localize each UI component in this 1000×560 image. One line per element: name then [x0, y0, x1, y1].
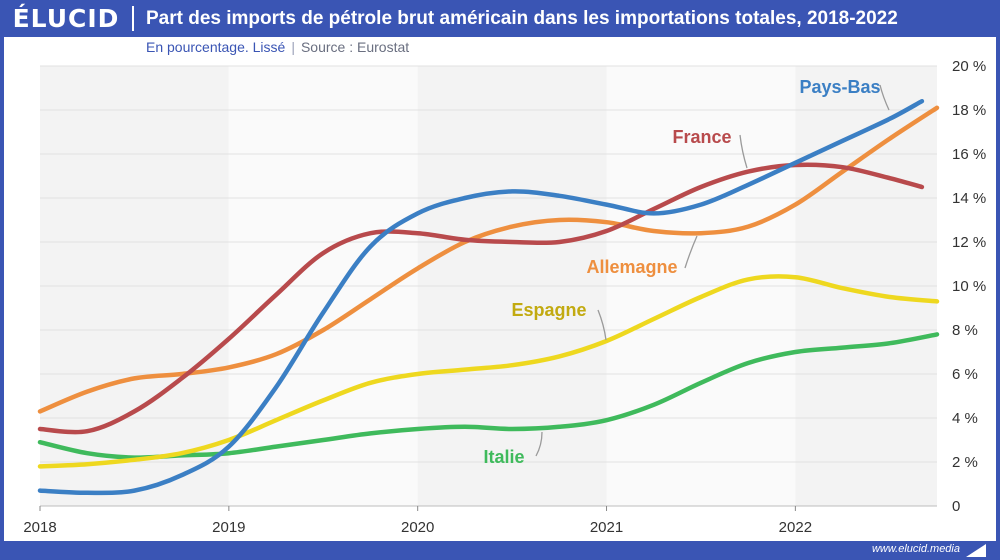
series-line-pays-bas: [37, 98, 925, 496]
elucid-logo[interactable]: ÉLUCID: [12, 4, 120, 33]
series-line-italie: [37, 332, 940, 460]
series-line-espagne: [37, 274, 940, 469]
x-tick-label: 2021: [590, 519, 623, 536]
brand-triangle-icon: [966, 544, 986, 557]
subtitle-separator: |: [291, 39, 295, 55]
website-link[interactable]: www.elucid.media: [871, 543, 960, 555]
leader-line-espagne: [597, 309, 607, 341]
frame-left: [0, 0, 4, 560]
x-tick-label: 2019: [212, 519, 245, 536]
y-tick-label: 2 %: [952, 454, 978, 471]
y-tick-label: 10 %: [952, 278, 986, 295]
y-tick-label: 4 %: [952, 410, 978, 427]
footer-bar: www.elucid.media: [0, 541, 1000, 560]
x-tick-label: 2018: [23, 519, 56, 536]
leader-line-pays-bas: [879, 84, 890, 111]
series-label-italie: Italie: [483, 447, 524, 467]
y-tick-label: 6 %: [952, 366, 978, 383]
x-tick-label: 2022: [779, 519, 812, 536]
series-label-france: France: [672, 127, 731, 147]
series-lines: [37, 98, 940, 496]
y-tick-label: 14 %: [952, 190, 986, 207]
chart-title: Part des imports de pétrole brut américa…: [146, 8, 898, 29]
y-tick-label: 12 %: [952, 234, 986, 251]
y-tick-label: 8 %: [952, 322, 978, 339]
y-tick-label: 16 %: [952, 146, 986, 163]
header-bar: ÉLUCID Part des imports de pétrole brut …: [0, 0, 1000, 37]
frame-right: [996, 0, 1000, 560]
y-tick-label: 18 %: [952, 102, 986, 119]
y-tick-label: 0: [952, 498, 960, 515]
chart-subtitle: En pourcentage. Lissé | Source : Eurostat: [146, 39, 409, 55]
x-tick-label: 2020: [401, 519, 434, 536]
leader-line-france: [739, 134, 748, 169]
series-labels: Pays-Bas France Allemagne Espagne Italie: [483, 77, 890, 467]
leader-line-allemagne: [684, 235, 698, 269]
subtitle-note: En pourcentage. Lissé: [146, 39, 286, 55]
series-label-espagne: Espagne: [511, 300, 586, 320]
series-label-pays-bas: Pays-Bas: [799, 77, 880, 97]
logo-divider: [132, 6, 134, 31]
y-tick-label: 20 %: [952, 58, 986, 75]
source-note: Source : Eurostat: [300, 39, 410, 55]
series-label-allemagne: Allemagne: [586, 257, 677, 277]
axes: 0 2 % 4 % 6 % 8 % 10 % 12 % 14 % 16 % 18 % 20 % 201…: [23, 58, 986, 536]
leader-line-italie: [535, 431, 543, 457]
